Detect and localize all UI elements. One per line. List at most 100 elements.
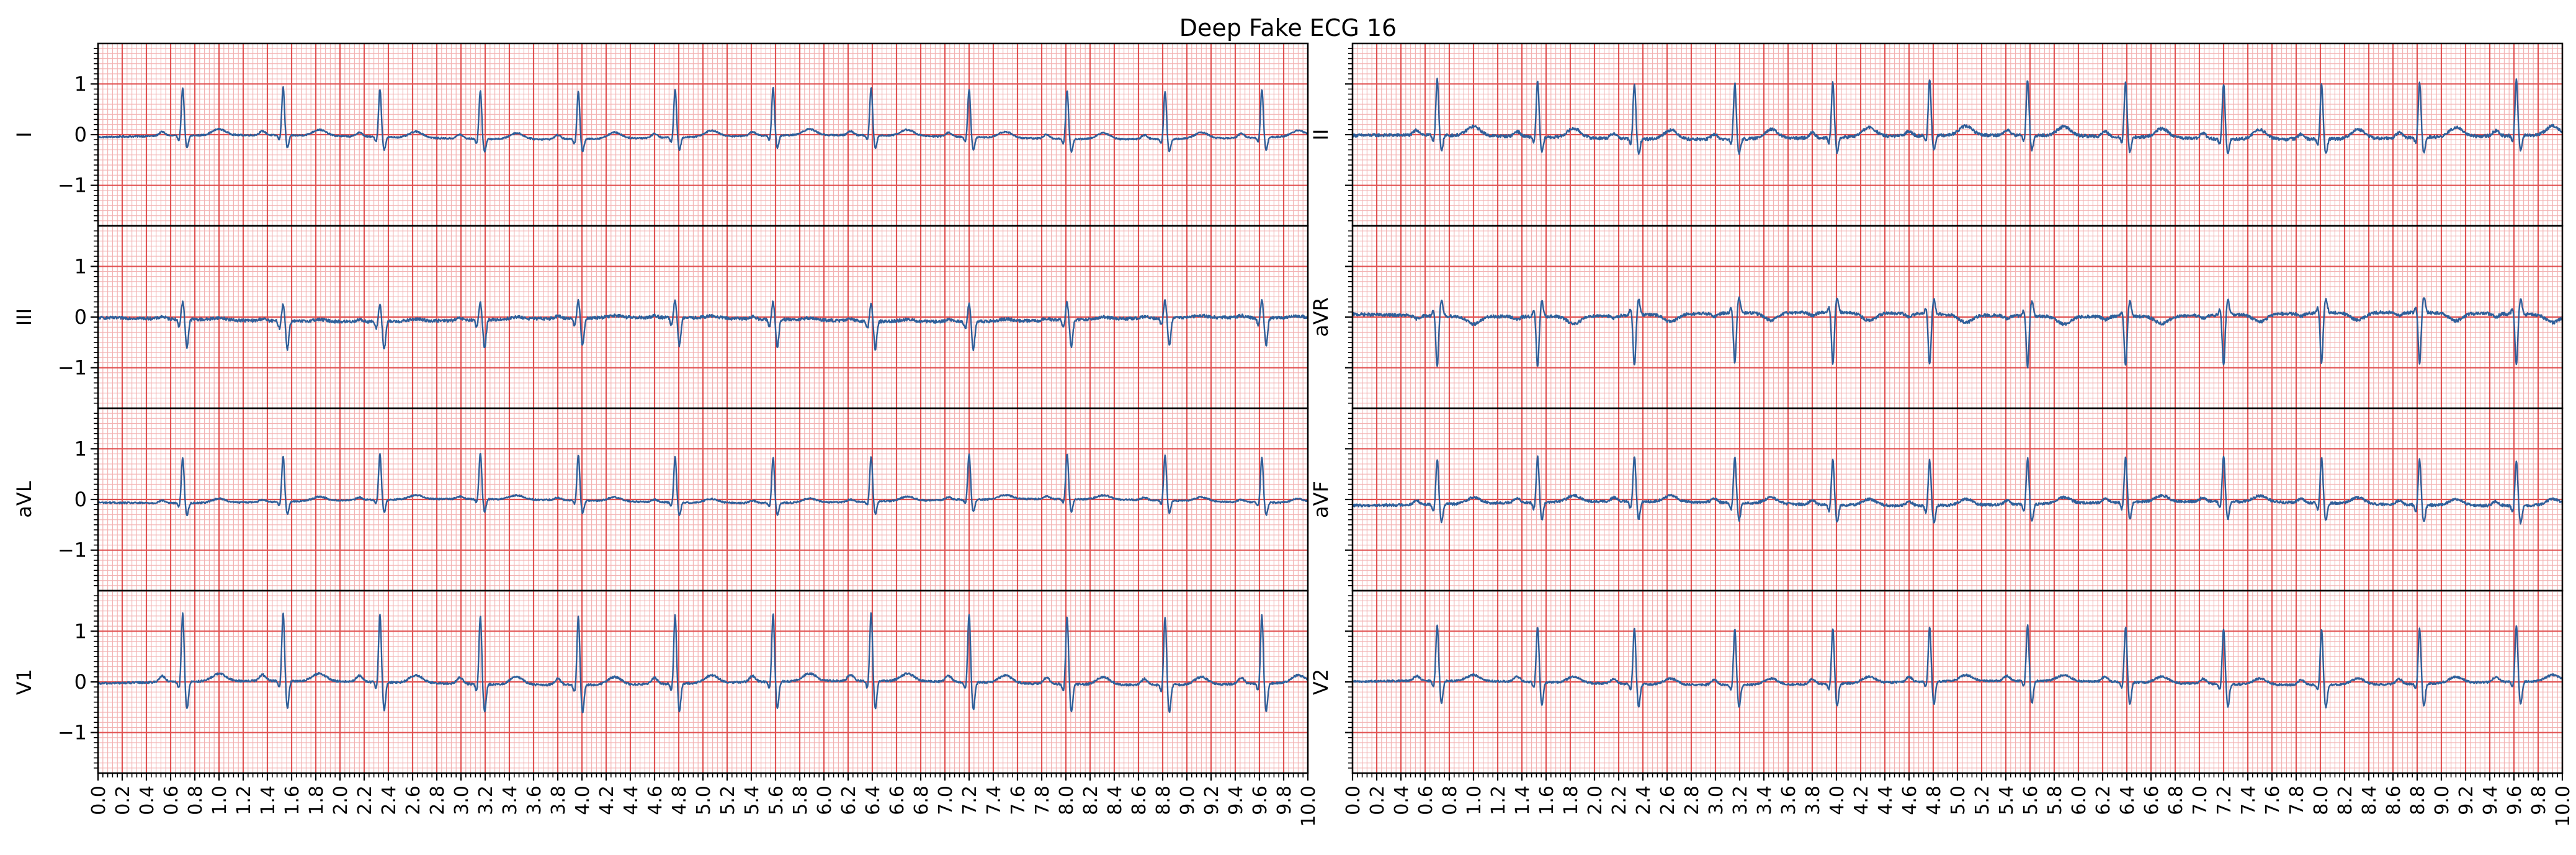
x-tick-label: 1.2 xyxy=(233,786,255,815)
x-tick-label: 3.2 xyxy=(475,786,497,815)
major-grid xyxy=(97,226,1309,408)
major-grid xyxy=(1351,43,2564,226)
x-tick-label: 6.0 xyxy=(2068,786,2090,815)
ecg-trace-avf xyxy=(1351,455,2564,525)
ecg-panel-avl: 1 0 −1 aVL xyxy=(12,407,1309,592)
x-tick-label: 3.0 xyxy=(1706,786,1727,815)
x-tick-label: 3.8 xyxy=(1802,786,1824,815)
x-tick-label: 0.6 xyxy=(161,786,182,815)
x-tick-label: 8.4 xyxy=(2359,786,2381,815)
x-axis: 0.0 0.2 0.4 0.6 0.8 1.0 1.2 1.4 1.6 1.8 2.0 2.2 2.4 2… xyxy=(1343,773,2574,827)
ecg-panel-avr: aVR xyxy=(1309,225,2564,410)
x-tick-label: 2.6 xyxy=(1657,786,1679,815)
ecg-panel-v2: V2 0.0 0.2 0.4 0.6 0.8 1.0 1.2 1.4 1.6 1.8 2.0 2.2 2.… xyxy=(1309,589,2574,827)
y-tick-label: −1 xyxy=(58,356,87,380)
x-tick-label: 1.8 xyxy=(306,786,328,815)
x-tick-label: 5.0 xyxy=(693,786,715,815)
y-tick-label: 0 xyxy=(74,123,87,146)
x-tick-label: 4.2 xyxy=(1851,786,1872,815)
lead-label-avr: aVR xyxy=(1309,297,1333,337)
y-tick-label: 1 xyxy=(74,72,87,96)
x-tick-label: 7.4 xyxy=(2238,786,2260,815)
x-tick-label: 9.4 xyxy=(2480,786,2502,815)
x-tick-label: 1.4 xyxy=(257,786,279,815)
x-tick-label: 4.6 xyxy=(645,786,666,815)
y-tick-label: 1 xyxy=(74,437,87,460)
x-tick-label: 1.0 xyxy=(1464,786,1485,815)
y-tick-label: −1 xyxy=(58,721,87,745)
x-tick-label: 2.2 xyxy=(1609,786,1630,815)
x-tick-label: 0.2 xyxy=(112,786,134,815)
ecg-trace-i xyxy=(97,86,1308,153)
x-tick-label: 4.6 xyxy=(1899,786,1921,815)
x-tick-label: 1.2 xyxy=(1488,786,1509,815)
y-axis: 1 0 −1 xyxy=(58,230,98,404)
x-tick-label: 0.4 xyxy=(1391,786,1413,815)
x-tick-label: 2.2 xyxy=(354,786,376,815)
x-tick-label: 7.0 xyxy=(2189,786,2211,815)
y-tick-label: −1 xyxy=(58,174,87,197)
x-tick-label: 10.0 xyxy=(1298,786,1320,827)
x-tick-label: 4.4 xyxy=(1875,786,1897,815)
lead-label-i: I xyxy=(12,132,36,137)
x-tick-label: 6.8 xyxy=(2165,786,2187,815)
x-tick-label: 1.6 xyxy=(282,786,303,815)
x-tick-label: 8.8 xyxy=(1153,786,1174,815)
x-tick-label: 7.8 xyxy=(1032,786,1053,815)
x-tick-label: 9.4 xyxy=(1225,786,1247,815)
x-tick-label: 3.2 xyxy=(1730,786,1751,815)
x-tick-label: 9.2 xyxy=(2456,786,2477,815)
ecg-trace-iii xyxy=(97,298,1309,352)
ecg-panel-avf: aVF xyxy=(1309,407,2564,592)
y-tick-label: −1 xyxy=(58,539,87,562)
x-tick-label: 2.6 xyxy=(403,786,424,815)
x-tick-label: 6.2 xyxy=(2093,786,2114,815)
x-tick-label: 6.6 xyxy=(2141,786,2163,815)
y-tick-label: 0 xyxy=(74,305,87,329)
x-tick-label: 0.4 xyxy=(136,786,158,815)
x-tick-label: 8.2 xyxy=(2335,786,2356,815)
x-tick-label: 1.0 xyxy=(209,786,231,815)
ecg-trace-ii xyxy=(1351,78,2564,155)
ecg-trace-avl xyxy=(97,453,1308,516)
y-axis xyxy=(1345,48,1353,222)
x-tick-label: 5.2 xyxy=(1972,786,1993,815)
lead-label-v1: V1 xyxy=(12,669,36,695)
lead-label-avf: aVF xyxy=(1309,481,1333,518)
lead-label-v2: V2 xyxy=(1309,669,1333,695)
x-tick-label: 4.0 xyxy=(572,786,594,815)
x-tick-label: 8.4 xyxy=(1104,786,1126,815)
lead-label-ii: II xyxy=(1309,129,1333,141)
x-tick-label: 7.4 xyxy=(983,786,1005,815)
x-tick-label: 6.6 xyxy=(887,786,908,815)
y-tick-label: 1 xyxy=(74,619,87,643)
x-tick-label: 6.2 xyxy=(838,786,860,815)
lead-label-avl: aVL xyxy=(12,481,36,518)
minor-grid xyxy=(1353,43,2562,226)
x-tick-label: 9.8 xyxy=(2528,786,2550,815)
x-tick-label: 6.8 xyxy=(911,786,932,815)
y-axis: 1 0 −1 xyxy=(58,48,98,222)
y-tick-label: 0 xyxy=(74,670,87,694)
x-tick-label: 3.4 xyxy=(1754,786,1776,815)
x-tick-label: 5.8 xyxy=(2044,786,2066,815)
ecg-panel-ii: II xyxy=(1309,42,2564,227)
y-axis xyxy=(1345,595,1353,769)
ecg-panel-i: 1 0 −1 I xyxy=(12,42,1309,227)
x-tick-label: 3.4 xyxy=(499,786,521,815)
x-tick-label: 7.8 xyxy=(2286,786,2308,815)
x-tick-label: 9.2 xyxy=(1201,786,1223,815)
y-tick-label: 0 xyxy=(74,488,87,511)
x-tick-label: 5.6 xyxy=(2020,786,2042,815)
x-tick-label: 5.4 xyxy=(741,786,763,815)
x-tick-label: 0.2 xyxy=(1367,786,1389,815)
x-tick-label: 9.6 xyxy=(2504,786,2526,815)
y-tick-label: 1 xyxy=(74,254,87,278)
x-tick-label: 4.4 xyxy=(620,786,642,815)
y-axis xyxy=(1345,413,1353,586)
x-tick-label: 2.0 xyxy=(1585,786,1606,815)
figure-title: Deep Fake ECG 16 xyxy=(1179,14,1397,42)
ecg-panel-iii: 1 0 −1 III xyxy=(12,225,1309,410)
